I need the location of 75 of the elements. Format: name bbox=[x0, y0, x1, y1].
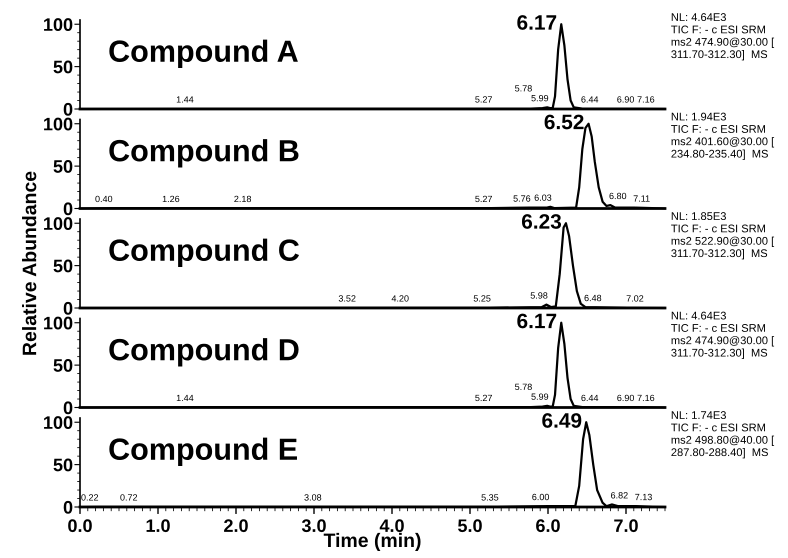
text: Compound B bbox=[109, 139, 298, 168]
annotation: 5.27 bbox=[475, 196, 492, 202]
y-tick-label: 50 bbox=[54, 359, 72, 372]
x-tick-label: 3.0 bbox=[302, 519, 326, 532]
annotation: 1.26 bbox=[162, 196, 180, 202]
y-tick-label: 50 bbox=[54, 458, 72, 472]
annotation: 6.80 bbox=[609, 192, 626, 200]
y-tick-label: 100 bbox=[44, 217, 72, 230]
text: Compound E bbox=[109, 438, 297, 466]
annotation: 6.44 bbox=[581, 96, 598, 103]
annotation: 1.44 bbox=[176, 96, 194, 103]
annotation: 7.13 bbox=[635, 494, 652, 500]
annotation: 5.78 bbox=[515, 85, 532, 92]
x-tick-label: 0.0 bbox=[68, 519, 92, 532]
text: NL: 1.94E3 TIC F: - c ESI SRM ms2 401.60@30.00 [ 234.80-235.40] MS bbox=[671, 112, 774, 160]
annotation: 5.99 bbox=[531, 393, 548, 400]
y-tick-label: 0 bbox=[64, 500, 72, 514]
text: NL: 4.64E3 TIC F: - c ESI SRM ms2 474.90@30.00 [ 311.70-312.30] MS bbox=[671, 13, 774, 60]
y-tick-label: 50 bbox=[54, 260, 72, 272]
annotation: 5.76 bbox=[513, 195, 530, 202]
annotation: 6.17 bbox=[517, 314, 556, 328]
text: NL: 4.64E3 TIC F: - c ESI SRM ms2 474.90@30.00 [ 311.70-312.30] MS bbox=[671, 312, 774, 359]
annotation: 0.22 bbox=[81, 494, 98, 501]
x-tick-label: 1.0 bbox=[146, 519, 170, 532]
y-tick-label: 100 bbox=[44, 118, 72, 130]
text: Compound D bbox=[109, 338, 299, 367]
annotation: 5.35 bbox=[481, 494, 498, 501]
y-tick-label: 0 bbox=[64, 302, 72, 315]
annotation: 5.27 bbox=[475, 96, 492, 103]
annotation: 6.49 bbox=[542, 413, 582, 428]
annotation: 7.02 bbox=[626, 295, 644, 302]
annotation: 6.48 bbox=[584, 294, 602, 302]
x-tick-label: 4.0 bbox=[380, 519, 404, 532]
annotation: 6.17 bbox=[517, 15, 556, 30]
annotation: 4.20 bbox=[392, 295, 409, 302]
text: NL: 1.74E3 TIC F: - c ESI SRM ms2 498.80@40.00 [ 287.80-288.40] MS bbox=[671, 411, 774, 458]
y-tick-label: 100 bbox=[44, 316, 72, 330]
annotation: 6.82 bbox=[611, 492, 628, 499]
annotation: 6.23 bbox=[522, 214, 562, 229]
annotation: 2.18 bbox=[234, 196, 252, 202]
annotation: 7.16 bbox=[638, 96, 654, 103]
x-tick-label: 2.0 bbox=[224, 519, 248, 532]
annotation: 6.90 bbox=[617, 96, 634, 103]
x-tick-label: 5.0 bbox=[458, 519, 482, 532]
annotation: 5.99 bbox=[531, 94, 548, 102]
y-tick-label: 100 bbox=[44, 18, 72, 31]
y-tick-label: 100 bbox=[44, 416, 72, 429]
x-tick-label: 7.0 bbox=[614, 519, 638, 532]
annotation: 0.72 bbox=[120, 494, 138, 501]
text: Compound A bbox=[109, 40, 298, 68]
annotation: 6.90 bbox=[617, 394, 634, 402]
annotation: 3.52 bbox=[338, 295, 356, 302]
y-tick-label: 0 bbox=[64, 102, 72, 116]
y-tick-label: 50 bbox=[54, 60, 72, 74]
y-tick-label: 0 bbox=[64, 401, 72, 414]
annotation: 7.11 bbox=[634, 195, 650, 202]
annotation: 5.78 bbox=[515, 384, 532, 390]
annotation: 1.44 bbox=[176, 394, 194, 402]
y-tick-label: 50 bbox=[54, 160, 72, 173]
x-axis-title: Time (min) bbox=[324, 532, 421, 551]
y-axis-title: Relative Abundance bbox=[22, 172, 36, 355]
annotation: 5.25 bbox=[474, 295, 491, 302]
y-tick-label: 0 bbox=[64, 202, 72, 216]
annotation: 6.44 bbox=[581, 394, 598, 402]
annotation: 5.98 bbox=[530, 292, 548, 299]
x-tick-label: 6.0 bbox=[536, 519, 560, 532]
annotation: 6.03 bbox=[534, 194, 552, 201]
annotation: 6.52 bbox=[544, 114, 584, 130]
annotation: 6.00 bbox=[532, 494, 550, 500]
text: Compound C bbox=[109, 238, 300, 268]
annotation: 3.08 bbox=[304, 494, 322, 501]
annotation: 5.27 bbox=[475, 394, 492, 402]
annotation: 7.16 bbox=[638, 394, 654, 402]
text: NL: 1.85E3 TIC F: - c ESI SRM ms2 522.90@30.00 [ 311.70-312.30] MS bbox=[671, 212, 774, 260]
annotation: 0.40 bbox=[95, 196, 112, 202]
